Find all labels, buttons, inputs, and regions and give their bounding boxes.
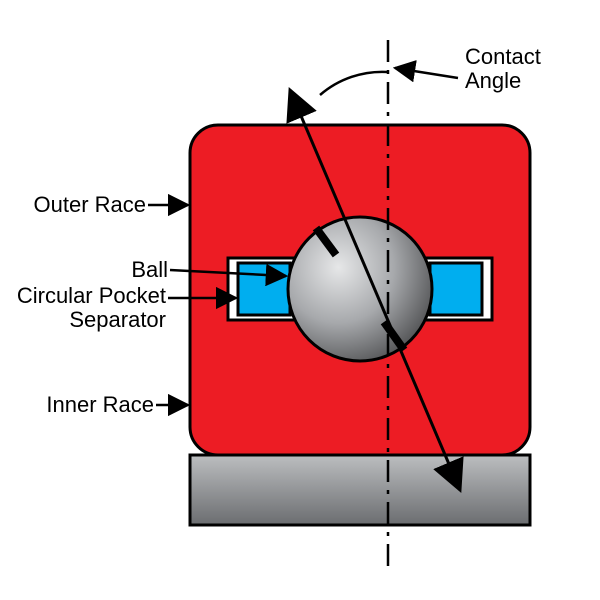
label-circular-pocket-l1: Circular Pocket xyxy=(17,283,166,308)
label-contact-angle-l1: Contact xyxy=(465,44,541,69)
shaft-base xyxy=(190,455,530,525)
label-circular-pocket-l2: Separator xyxy=(69,307,166,332)
label-inner-race: Inner Race xyxy=(40,393,154,417)
angle-arc xyxy=(320,72,388,95)
label-contact-angle: Contact Angle xyxy=(465,45,541,93)
ball xyxy=(288,217,432,361)
label-ball: Ball xyxy=(100,258,168,282)
separator-left xyxy=(238,263,290,315)
contact-angle-pointer xyxy=(395,68,458,78)
label-circular-pocket: Circular Pocket Separator xyxy=(8,284,166,332)
label-contact-angle-l2: Angle xyxy=(465,68,521,93)
label-outer-race: Outer Race xyxy=(28,193,146,217)
bearing-diagram: Contact Angle Outer Race Ball Circular P… xyxy=(0,0,600,600)
separator-right xyxy=(430,263,482,315)
